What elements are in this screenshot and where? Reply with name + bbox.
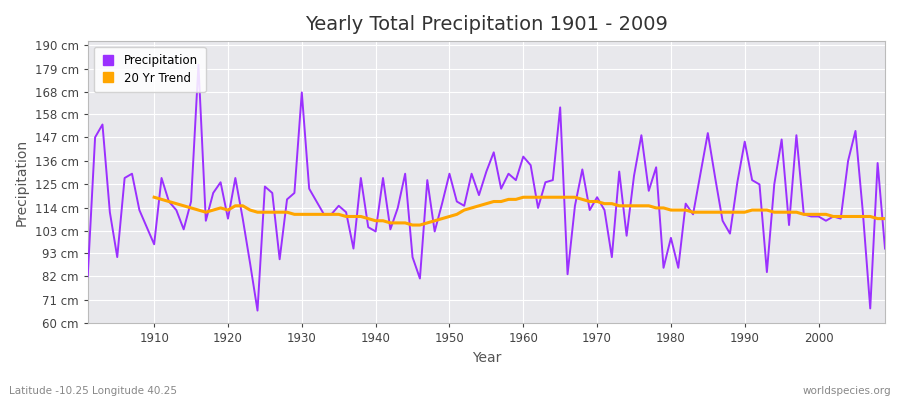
Title: Yearly Total Precipitation 1901 - 2009: Yearly Total Precipitation 1901 - 2009 bbox=[305, 15, 668, 34]
Precipitation bbox=[252, 308, 263, 313]
Y-axis label: Precipitation: Precipitation bbox=[15, 139, 29, 226]
20 Yr Trend bbox=[828, 214, 839, 219]
20 Yr Trend bbox=[319, 212, 329, 217]
Legend: Precipitation, 20 Yr Trend: Precipitation, 20 Yr Trend bbox=[94, 47, 205, 92]
20 Yr Trend bbox=[591, 199, 602, 204]
20 Yr Trend bbox=[148, 195, 159, 200]
20 Yr Trend bbox=[289, 212, 300, 217]
20 Yr Trend bbox=[879, 216, 890, 221]
Precipitation bbox=[193, 62, 203, 67]
X-axis label: Year: Year bbox=[472, 351, 501, 365]
Line: 20 Yr Trend: 20 Yr Trend bbox=[154, 197, 885, 225]
20 Yr Trend bbox=[407, 223, 418, 228]
Precipitation bbox=[533, 206, 544, 210]
Text: Latitude -10.25 Longitude 40.25: Latitude -10.25 Longitude 40.25 bbox=[9, 386, 177, 396]
Precipitation bbox=[879, 246, 890, 251]
Line: Precipitation: Precipitation bbox=[87, 65, 885, 310]
Precipitation bbox=[363, 225, 374, 230]
Precipitation bbox=[621, 233, 632, 238]
Precipitation bbox=[319, 212, 329, 217]
Precipitation bbox=[82, 274, 93, 279]
20 Yr Trend bbox=[533, 195, 544, 200]
Precipitation bbox=[141, 225, 152, 230]
Precipitation bbox=[526, 163, 536, 168]
Text: worldspecies.org: worldspecies.org bbox=[803, 386, 891, 396]
20 Yr Trend bbox=[850, 214, 861, 219]
